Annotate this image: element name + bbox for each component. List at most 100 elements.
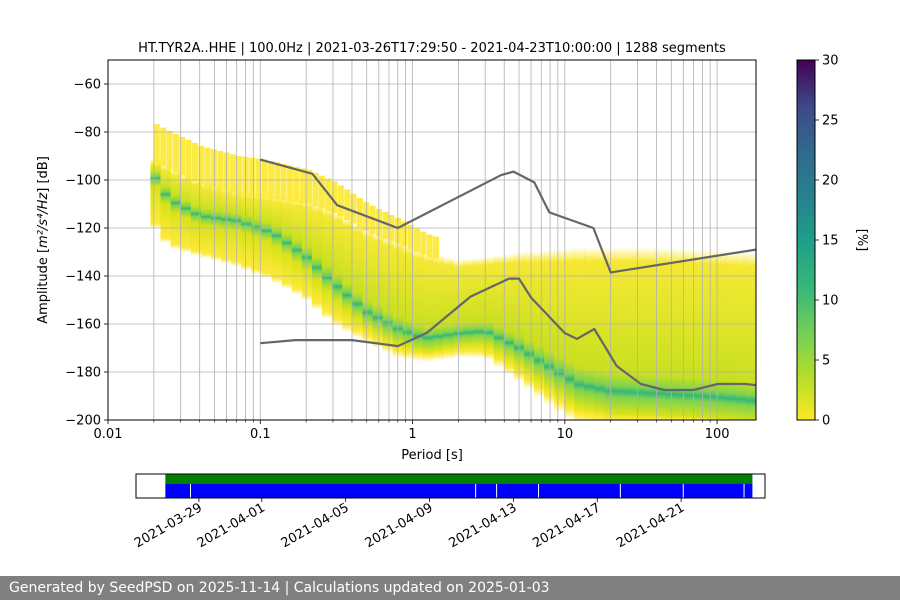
timeline-coverage-bar [165, 474, 753, 484]
density-column [463, 258, 474, 358]
timeline-tick-label: 2021-04-21 [614, 500, 687, 551]
density-column [433, 254, 444, 361]
density-sparse-cell [293, 166, 300, 203]
colorbar-tick-label: 0 [822, 414, 830, 429]
density-sparse-cell [350, 193, 357, 224]
density-column [634, 247, 646, 420]
x-tick-label: 0.1 [250, 427, 271, 442]
timeline-tick-label: 2021-03-29 [132, 500, 205, 551]
density-sparse-cell [331, 181, 338, 214]
colorbar-gradient [796, 59, 816, 421]
density-column [200, 181, 212, 259]
timeline-data-bar [165, 484, 753, 498]
x-tick-label: 1 [408, 427, 416, 442]
density-column [725, 250, 737, 420]
density-sparse-cell [249, 157, 255, 197]
density-column [675, 248, 686, 420]
plot-area: 0.01 0.1 1 10 100 −60 −80 −100 −120 −140 −160 −180… [65, 59, 757, 442]
y-axis-label: Amplitude [m²/s⁴/Hz] [dB] [36, 156, 51, 324]
y-tick-label: −200 [65, 414, 101, 429]
density-column [655, 247, 666, 420]
density-sparse-cell [230, 154, 236, 193]
density-sparse-cell [356, 197, 363, 228]
density-sparse-cell [160, 127, 167, 166]
density-column [614, 247, 626, 420]
y-tick-label: −140 [65, 270, 101, 285]
footer-text: Generated by SeedPSD on 2025-11-14 | Cal… [9, 580, 550, 596]
density-column [574, 247, 585, 420]
colorbar-tick-label: 30 [822, 54, 839, 69]
density-column [665, 247, 676, 420]
density-column [180, 173, 192, 253]
timeline-tick-label: 2021-04-09 [363, 500, 436, 551]
density-sparse-cell [426, 234, 433, 258]
density-sparse-cell [280, 163, 287, 201]
timeline-tick-label: 2021-04-05 [279, 500, 352, 551]
density-sparse-cell [414, 228, 420, 253]
density-sparse-cell [261, 159, 268, 198]
colorbar-tick-label: 20 [822, 174, 839, 189]
density-sparse-cell [433, 236, 439, 259]
density-column [685, 249, 697, 420]
density-column [352, 222, 363, 338]
density-column [645, 247, 656, 420]
density-column [261, 193, 273, 279]
density-sparse-cell [401, 221, 408, 247]
density-column [291, 197, 303, 295]
density-column [402, 244, 414, 360]
density-sparse-cell [210, 149, 217, 188]
density-column [271, 195, 283, 284]
x-tick-label: 10 [557, 427, 574, 442]
density-column [594, 247, 606, 420]
density-column [281, 196, 293, 289]
y-tick-label: −180 [65, 366, 101, 381]
colorbar-label: [%] [854, 229, 869, 252]
density-column [695, 249, 707, 420]
density-column [170, 168, 182, 250]
density-sparse-cell [337, 185, 344, 217]
density-column [503, 253, 515, 375]
colorbar: 0 5 10 15 20 25 30 [%] [796, 54, 869, 429]
density-sparse-cell [287, 165, 294, 202]
timeline-tick-label: 2021-04-17 [530, 500, 603, 551]
density-column [332, 211, 343, 327]
density-column [322, 206, 333, 319]
x-axis-label: Period [s] [401, 448, 463, 463]
density-column [604, 247, 616, 420]
density-sparse-cell [217, 151, 224, 190]
timeline-frame [135, 473, 766, 499]
y-axis-ticks: −60 −80 −100 −120 −140 −160 −180 −200 [65, 78, 108, 429]
density-sparse-cell [204, 147, 211, 187]
density-sparse-cell [185, 139, 192, 179]
density-sparse-cell [236, 155, 243, 195]
density-column [554, 248, 565, 413]
density-column [311, 203, 323, 310]
density-column [211, 184, 222, 261]
density-column [483, 256, 495, 360]
density-sparse-cell [306, 169, 313, 204]
density-column [473, 257, 485, 358]
density-sparse-cell [179, 136, 186, 176]
timeline-gaps [190, 484, 745, 498]
colorbar-ticks: 0 5 10 15 20 25 30 [815, 54, 839, 429]
density-column [372, 232, 384, 349]
x-tick-label: 100 [705, 427, 730, 442]
density-column [584, 247, 596, 420]
density-sparse-cell [318, 175, 325, 209]
y-tick-label: −120 [65, 222, 101, 237]
y-tick-label: −100 [65, 174, 101, 189]
density-sparse-cell [312, 172, 319, 207]
timeline-tick-label: 2021-04-01 [195, 500, 268, 551]
footer-bar: Generated by SeedPSD on 2025-11-14 | Cal… [0, 576, 900, 600]
density-sparse-cell [274, 162, 281, 200]
y-tick-label: −60 [74, 78, 101, 93]
density-sparse-cell [172, 134, 179, 173]
density-column [412, 249, 424, 362]
timeline-tick-label: 2021-04-13 [446, 500, 519, 551]
density-column [745, 251, 756, 420]
x-axis-ticks: 0.01 0.1 1 10 100 [94, 420, 730, 442]
colorbar-tick-label: 10 [822, 294, 839, 309]
density-column [362, 228, 374, 344]
series-line-nhnm [260, 158, 756, 274]
noise-model-lines [260, 158, 756, 392]
